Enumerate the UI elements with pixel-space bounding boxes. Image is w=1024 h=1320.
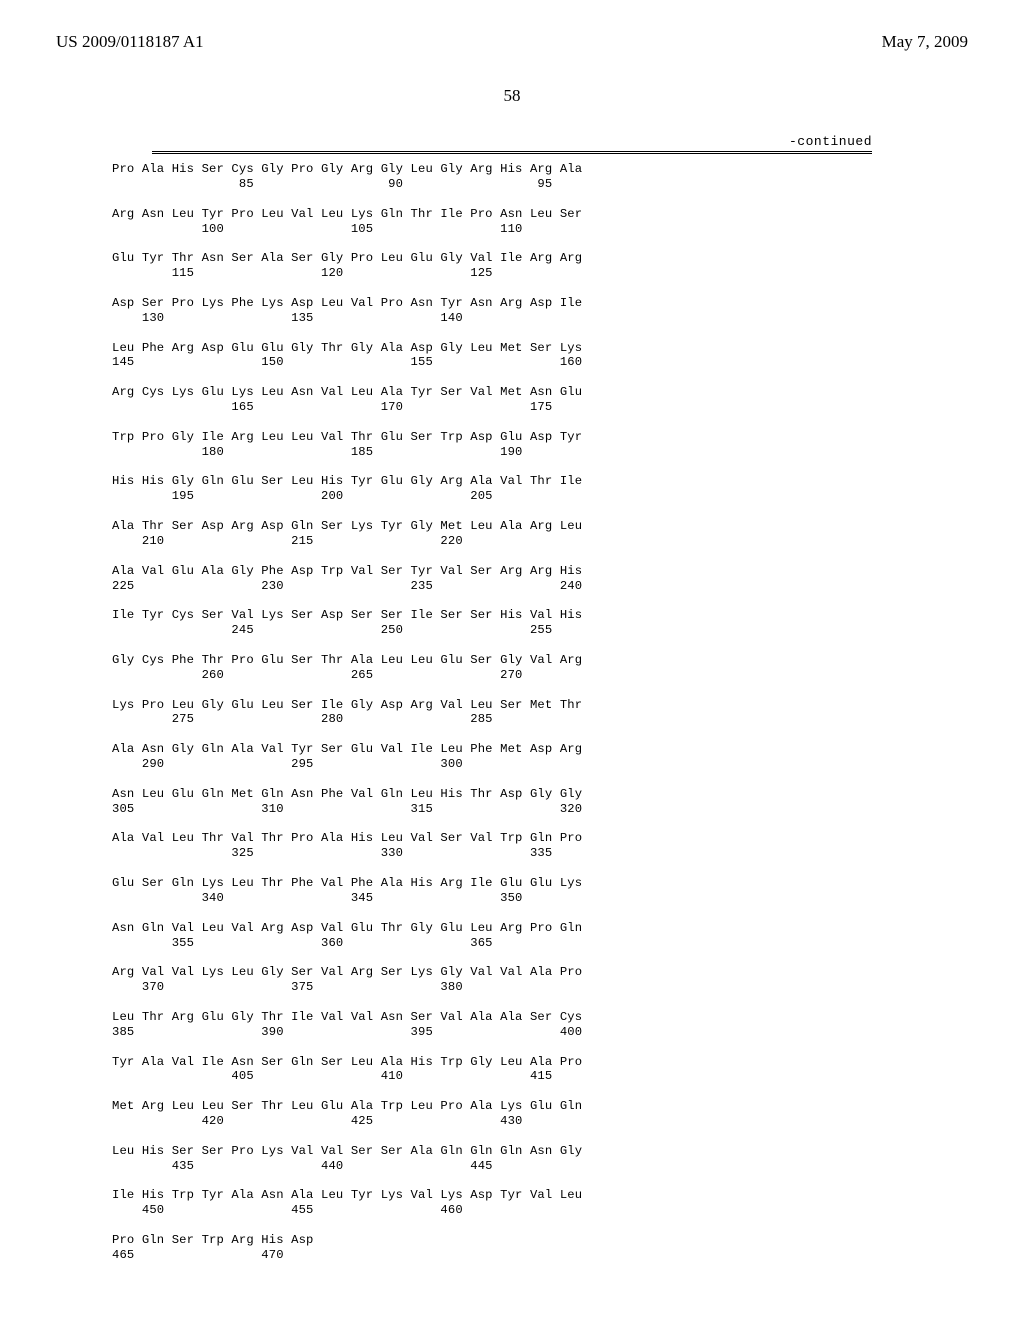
page: US 2009/0118187 A1 May 7, 2009 58 -conti… — [0, 0, 1024, 1320]
sequence-listing: Pro Ala His Ser Cys Gly Pro Gly Arg Gly … — [112, 162, 968, 1263]
rule-top — [152, 151, 872, 152]
continued-block: -continued — [152, 134, 872, 154]
continued-label: -continued — [152, 134, 872, 149]
publication-number: US 2009/0118187 A1 — [56, 32, 204, 52]
page-number: 58 — [56, 86, 968, 106]
page-header: US 2009/0118187 A1 May 7, 2009 — [56, 32, 968, 52]
rule-thin — [152, 153, 872, 154]
publication-date: May 7, 2009 — [882, 32, 968, 52]
